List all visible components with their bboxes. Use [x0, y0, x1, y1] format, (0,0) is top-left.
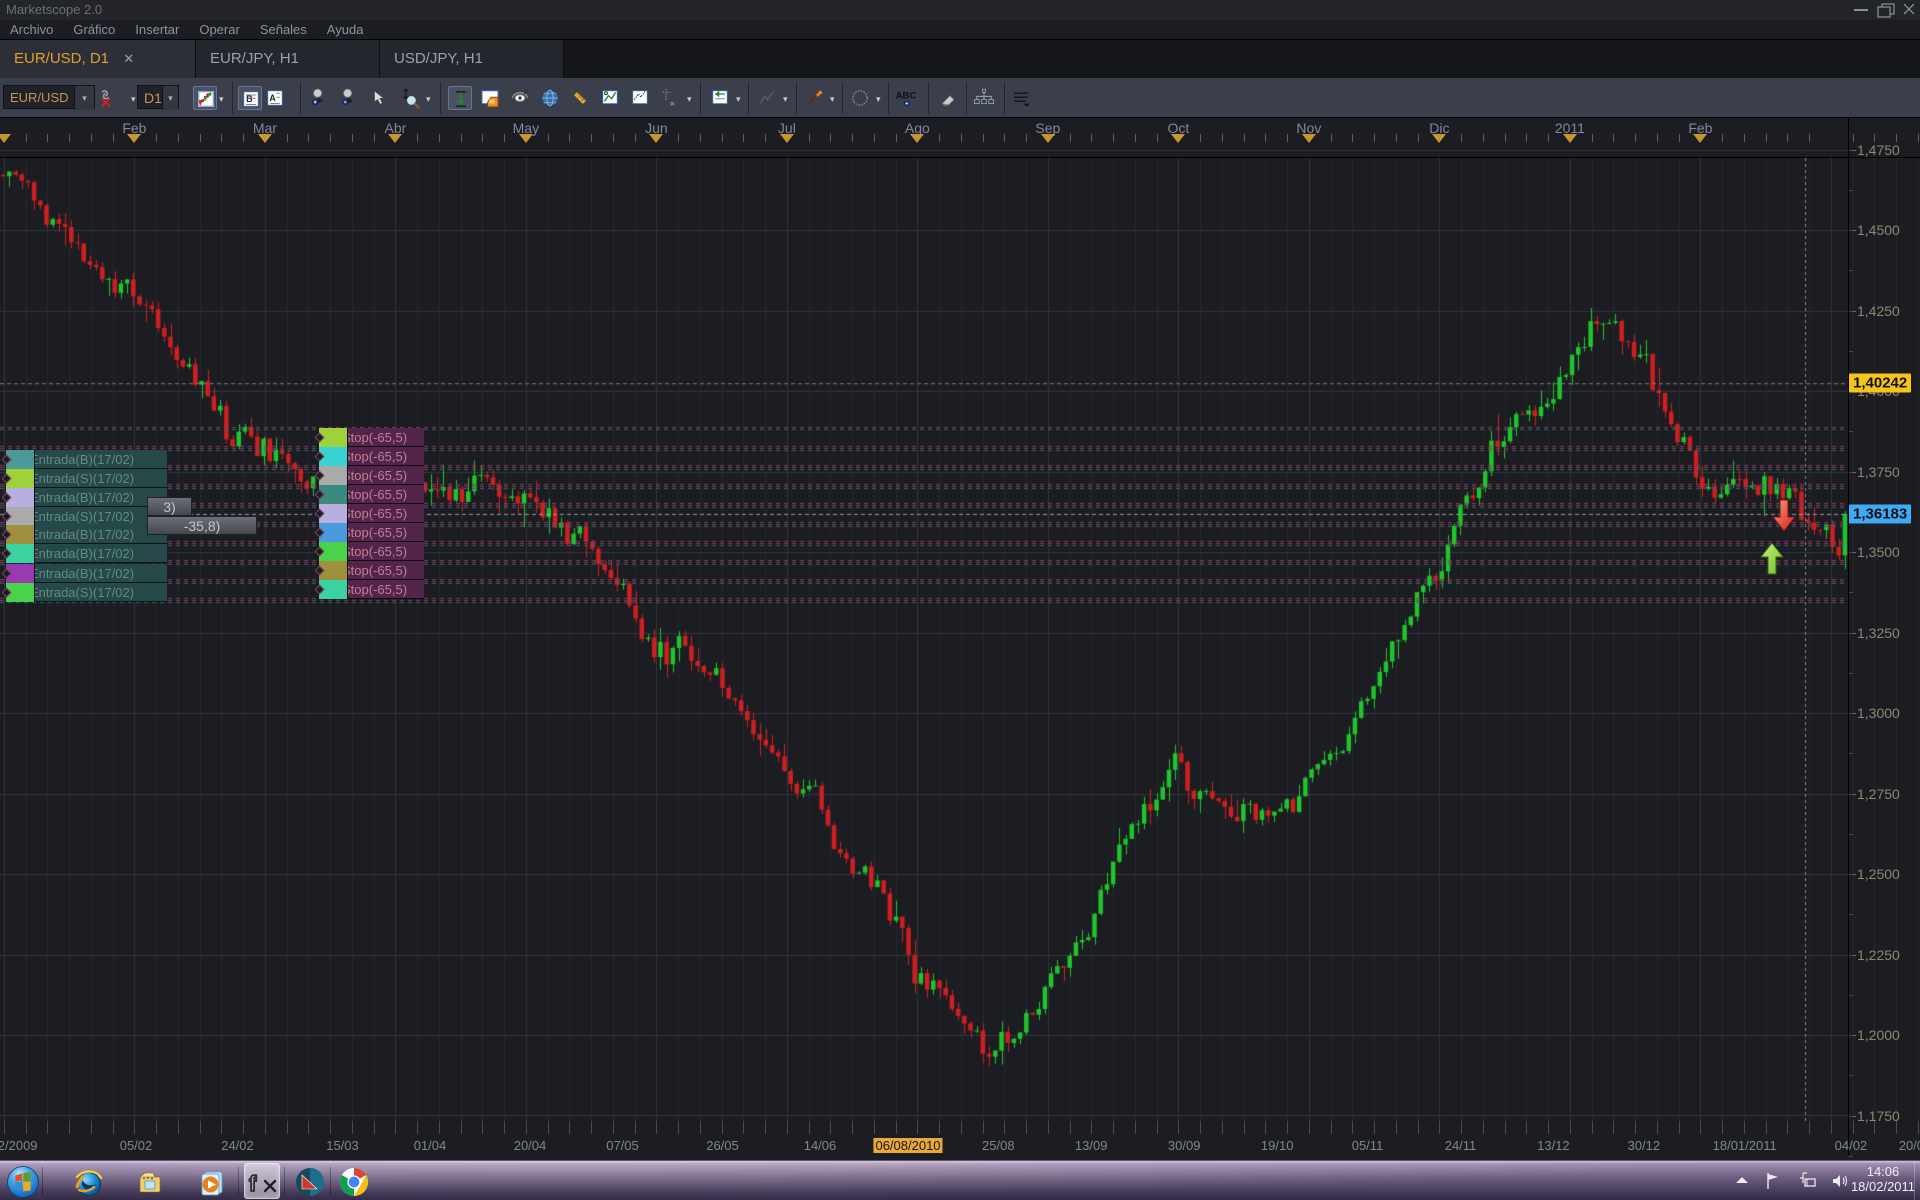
- svg-text:ABC: ABC: [896, 91, 917, 102]
- svg-text:A: A: [269, 93, 276, 103]
- svg-text:f: f: [249, 1171, 257, 1196]
- svg-text:B: B: [246, 94, 252, 104]
